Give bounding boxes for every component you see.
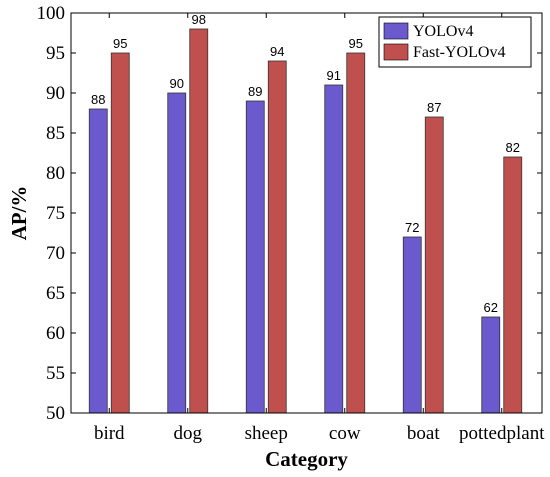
plot-area-frame xyxy=(70,12,543,414)
y-tick-label: 50 xyxy=(46,403,65,424)
data-labels-group: 88 95 90 98 89 94 91 95 72 87 62 82 xyxy=(91,12,520,315)
legend-label-fast-yolov4: Fast-YOLOv4 xyxy=(413,44,505,61)
y-tick-label: 90 xyxy=(46,83,65,104)
bar-yolov4-cow xyxy=(324,84,344,414)
y-tick-label: 100 xyxy=(37,3,66,24)
bar-fast-yolov4-sheep xyxy=(267,60,287,414)
bar-fast-yolov4-pottedplant xyxy=(503,156,523,414)
x-tick-label-dog: dog xyxy=(174,423,203,444)
data-label-yolov4-boat: 72 xyxy=(405,220,419,235)
bar-fast-yolov4-cow xyxy=(346,52,366,414)
x-axis-title: Category xyxy=(265,447,348,471)
bar-yolov4-bird xyxy=(88,108,108,414)
bar-fast-yolov4-bird xyxy=(110,52,130,414)
bar-fast-yolov4-dog xyxy=(189,28,209,414)
data-label-fast-yolov4-pottedplant: 82 xyxy=(506,140,520,155)
bar-yolov4-sheep xyxy=(245,100,265,414)
data-label-fast-yolov4-bird: 95 xyxy=(113,36,127,51)
legend: YOLOv4 Fast-YOLOv4 xyxy=(378,16,532,68)
y-tick-label: 95 xyxy=(46,43,65,64)
axes-group xyxy=(70,12,543,414)
bar-yolov4-pottedplant xyxy=(481,316,501,414)
data-label-yolov4-dog: 90 xyxy=(170,76,184,91)
data-label-fast-yolov4-cow: 95 xyxy=(349,36,363,51)
y-tick-label: 85 xyxy=(46,123,65,144)
x-tick-label-bird: bird xyxy=(94,423,125,444)
data-label-fast-yolov4-boat: 87 xyxy=(427,100,441,115)
data-label-fast-yolov4-sheep: 94 xyxy=(270,44,284,59)
y-tick-label: 70 xyxy=(46,243,65,264)
bar-yolov4-boat xyxy=(402,236,422,414)
legend-swatch-fast-yolov4 xyxy=(383,43,409,61)
data-label-yolov4-bird: 88 xyxy=(91,92,105,107)
data-label-yolov4-sheep: 89 xyxy=(248,84,262,99)
x-tick-label-boat: boat xyxy=(407,423,440,444)
y-tick-label: 55 xyxy=(46,363,65,384)
bar-yolov4-dog xyxy=(167,92,187,414)
data-label-yolov4-pottedplant: 62 xyxy=(484,300,498,315)
x-axis-ticks: bird dog sheep cow boat pottedplant xyxy=(94,13,545,444)
bar-fast-yolov4-boat xyxy=(424,116,444,414)
x-tick-label-cow: cow xyxy=(329,423,361,444)
legend-swatch-yolov4 xyxy=(383,22,409,40)
x-tick-label-pottedplant: pottedplant xyxy=(459,423,545,444)
y-axis-title: AP/% xyxy=(7,186,31,241)
legend-label-yolov4: YOLOv4 xyxy=(413,23,473,40)
x-tick-label-sheep: sheep xyxy=(245,423,288,444)
y-axis-ticks: 50 55 60 65 70 75 80 85 90 95 100 xyxy=(37,3,542,424)
data-label-fast-yolov4-dog: 98 xyxy=(192,12,206,27)
y-tick-label: 80 xyxy=(46,163,65,184)
y-tick-label: 60 xyxy=(46,323,65,344)
y-tick-label: 65 xyxy=(46,283,65,304)
data-label-yolov4-cow: 91 xyxy=(327,68,341,83)
bars-group xyxy=(88,28,523,414)
y-tick-label: 75 xyxy=(46,203,65,224)
